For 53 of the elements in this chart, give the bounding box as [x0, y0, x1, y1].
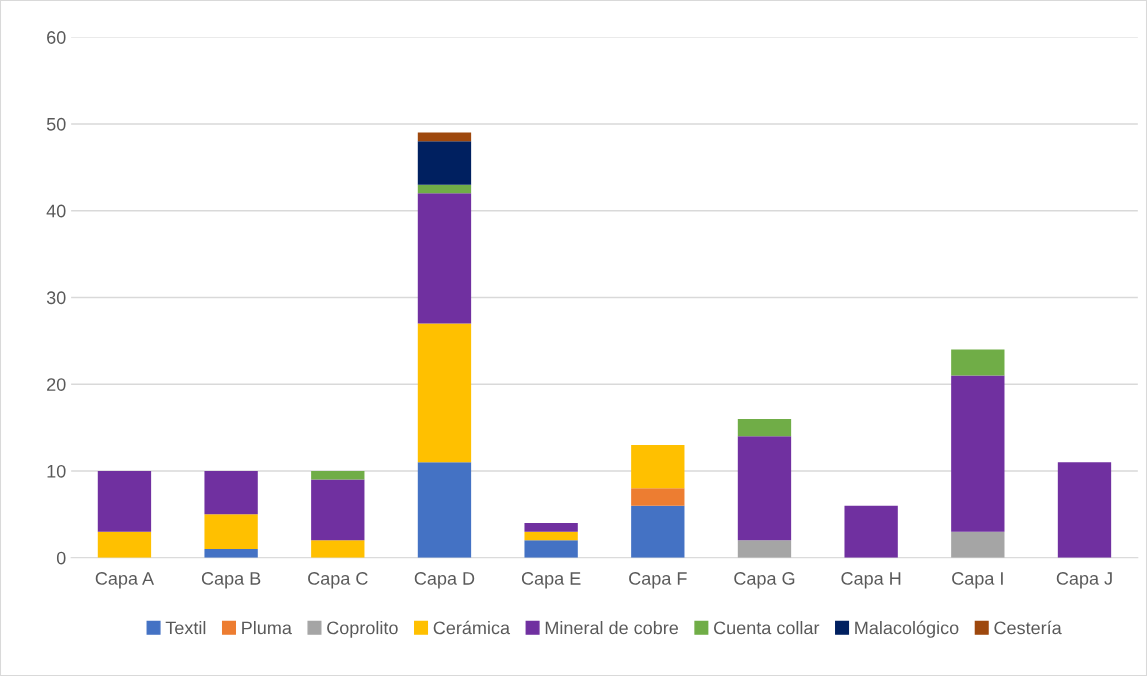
- x-tick-label: Capa C: [308, 572, 368, 589]
- x-tick-label: Capa J: [1056, 572, 1112, 589]
- bar: [204, 549, 258, 558]
- y-tick-label: 10: [47, 464, 66, 478]
- x-tick-label: Capa E: [521, 572, 581, 589]
- bar: [417, 193, 472, 324]
- bar: [951, 375, 1005, 532]
- y-tick-label: 60: [47, 31, 66, 44]
- y-tick-label: 40: [46, 204, 66, 218]
- y-tick-label: 30: [46, 291, 66, 305]
- x-tick-label: Capa D: [414, 572, 475, 589]
- bar: [417, 323, 472, 463]
- bar: [204, 470, 258, 515]
- legend-label: Malacológico: [855, 620, 959, 638]
- bar: [844, 505, 898, 558]
- bar: [737, 540, 792, 558]
- bar: [311, 479, 365, 541]
- bar: [1057, 462, 1112, 558]
- legend-label: Cestería: [994, 620, 1062, 635]
- bar: [631, 488, 685, 506]
- legend-label: Cuenta collar: [714, 621, 820, 635]
- bar: [311, 540, 365, 558]
- legend-label: Mineral de cobre: [545, 621, 679, 635]
- bar: [97, 531, 152, 558]
- bar: [524, 531, 578, 541]
- bar: [311, 470, 365, 480]
- x-tick-label: Capa A: [95, 572, 155, 589]
- x-tick-label: Capa I: [952, 572, 1003, 589]
- x-tick-label: Capa H: [841, 572, 901, 589]
- bar: [524, 523, 578, 532]
- bar: [631, 444, 685, 489]
- bar: [737, 436, 792, 541]
- bar: [524, 540, 578, 558]
- y-tick-label: 0: [56, 551, 66, 565]
- bar: [417, 462, 472, 558]
- bar: [631, 505, 685, 558]
- legend-label: Textil: [165, 621, 206, 635]
- legend-label: Coprolito: [327, 621, 398, 638]
- bar: [204, 514, 258, 550]
- bar: [737, 418, 792, 437]
- bar: [951, 349, 1005, 376]
- legend-label: Cerámica: [433, 620, 511, 635]
- bar: [417, 184, 472, 194]
- x-tick-label: Capa B: [201, 572, 261, 589]
- legend-label: Pluma: [242, 621, 292, 635]
- x-tick-label: Capa G: [734, 572, 795, 589]
- x-tick-label: Capa F: [629, 572, 687, 589]
- bar: [417, 141, 472, 185]
- bar: [951, 531, 1005, 558]
- bar: [417, 132, 472, 142]
- y-tick-label: 50: [46, 117, 66, 131]
- bar: [97, 470, 152, 532]
- y-tick-label: 20: [47, 378, 66, 391]
